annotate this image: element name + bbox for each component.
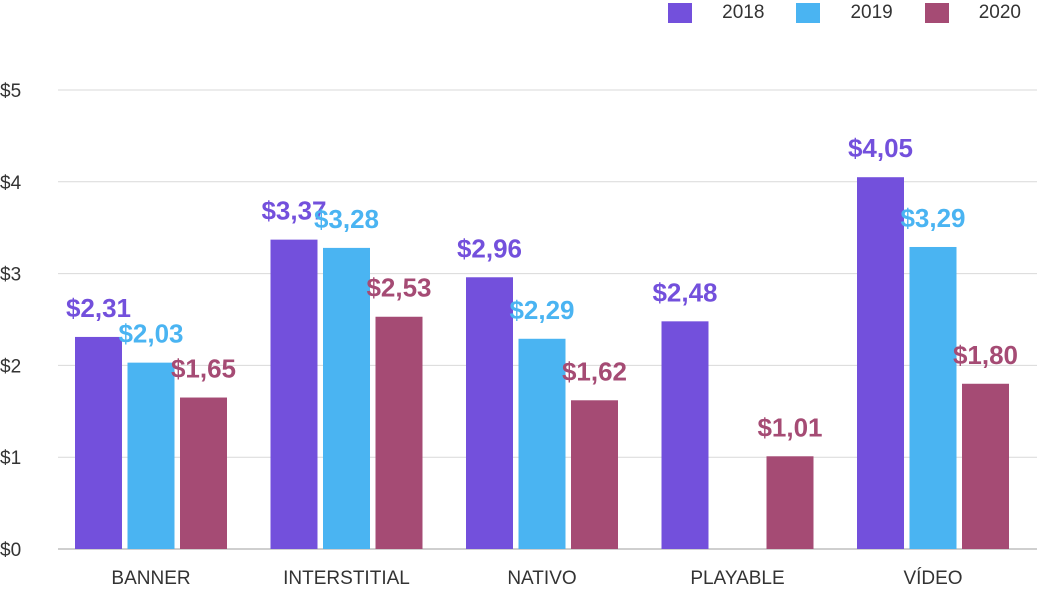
x-tick-label-interstitial: INTERSTITIAL <box>283 568 410 589</box>
data-label-banner-2019: $2,03 <box>118 319 183 349</box>
x-tick-label-nativo: NATIVO <box>507 568 576 589</box>
bar-banner-2020 <box>180 397 227 549</box>
x-tick-label-v-deo: VÍDEO <box>903 568 962 589</box>
y-tick-label-2: $2 <box>0 356 21 377</box>
data-label-nativo-2020: $1,62 <box>562 356 627 386</box>
y-tick-label-5: $5 <box>0 81 21 102</box>
bar-v-deo-2018 <box>857 177 904 549</box>
legend-swatch-2020 <box>924 3 949 23</box>
y-tick-label-3: $3 <box>0 265 21 286</box>
legend-item-2018: 2018 <box>668 2 764 24</box>
legend-label-2020: 2020 <box>978 2 1021 23</box>
bar-interstitial-2019 <box>323 247 370 549</box>
bar-banner-2018 <box>75 336 122 549</box>
legend-swatch-2018 <box>668 3 693 23</box>
data-label-nativo-2019: $2,29 <box>509 295 574 325</box>
data-label-banner-2020: $1,65 <box>171 354 236 384</box>
data-label-playable-2018: $2,48 <box>652 277 717 307</box>
x-tick-label-banner: BANNER <box>111 568 190 589</box>
data-label-interstitial-2020: $2,53 <box>366 273 431 303</box>
data-label-banner-2018: $2,31 <box>66 293 131 323</box>
bar-interstitial-2020 <box>375 316 423 549</box>
bar-playable-2018 <box>661 321 709 549</box>
bar-v-deo-2020 <box>962 383 1009 549</box>
bar-v-deo-2019 <box>909 246 957 549</box>
legend-item-2019: 2019 <box>796 2 893 24</box>
x-tick-label-playable: PLAYABLE <box>690 568 784 589</box>
bar-nativo-2020 <box>571 400 618 549</box>
data-label-v-deo-2018: $4,05 <box>848 133 913 163</box>
data-label-playable-2020: $1,01 <box>757 412 822 442</box>
legend-swatch-2019 <box>796 3 821 23</box>
bar-banner-2019 <box>127 362 175 549</box>
y-tick-label-4: $4 <box>0 173 22 194</box>
data-label-v-deo-2020: $1,80 <box>953 340 1018 370</box>
legend-label-2019: 2019 <box>850 2 893 23</box>
legend-label-2018: 2018 <box>722 2 765 23</box>
y-tick-label-0: $0 <box>0 540 21 561</box>
chart-legend: 2018 2019 2020 <box>636 2 1021 24</box>
data-label-interstitial-2018: $3,37 <box>261 196 326 226</box>
bar-nativo-2018 <box>466 277 513 549</box>
legend-item-2020: 2020 <box>924 2 1021 24</box>
data-label-nativo-2018: $2,96 <box>457 233 522 263</box>
bar-interstitial-2018 <box>270 239 318 549</box>
data-label-v-deo-2019: $3,29 <box>900 203 965 233</box>
y-tick-label-1: $1 <box>0 448 21 469</box>
data-label-interstitial-2019: $3,28 <box>314 204 379 234</box>
bar-playable-2020 <box>766 456 814 549</box>
bar-nativo-2019 <box>518 338 566 549</box>
